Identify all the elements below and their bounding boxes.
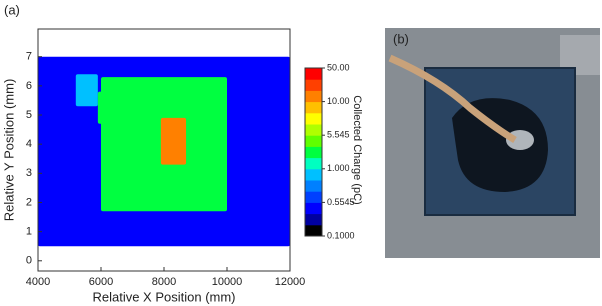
x-tick-label: 6000 xyxy=(89,276,113,288)
colorbar-band xyxy=(305,146,322,159)
colorbar-frame xyxy=(304,67,323,237)
colorbar-band xyxy=(305,224,322,237)
panel-label: (b) xyxy=(393,31,409,46)
y-axis-label: Relative Y Position (mm) xyxy=(1,79,16,222)
panel-label: (a) xyxy=(4,2,20,17)
y-tick-label: 4 xyxy=(26,138,32,150)
colorbar-tick-label: 50.00 xyxy=(327,62,350,72)
heatmap-region xyxy=(160,117,187,165)
colorbar-band xyxy=(305,124,322,136)
colorbar-tick-label: 10.00 xyxy=(327,96,350,106)
colorbar-band xyxy=(305,90,322,103)
x-tick-label: 8000 xyxy=(152,276,176,288)
colorbar-band xyxy=(305,168,322,181)
y-tick-label: 7 xyxy=(26,51,32,63)
photo-droplet xyxy=(452,98,548,192)
colorbar-band xyxy=(305,79,322,91)
colorbar-tick-label: 0.5545 xyxy=(327,197,355,207)
y-tick-label: 1 xyxy=(26,226,32,238)
photo-wire xyxy=(388,54,517,144)
plot-area: 4000 6000 8000 10000 12000 0 1 2 3 4 5 6 7 0.1000 0.55… xyxy=(26,28,355,288)
x-tick-label: 12000 xyxy=(275,276,306,288)
x-tick-label: 10000 xyxy=(212,276,243,288)
colorbar-band xyxy=(305,101,322,114)
x-tick-label: 4000 xyxy=(26,276,50,288)
colorbar-band xyxy=(305,112,322,125)
colorbar-band xyxy=(305,180,322,192)
y-tick-label: 3 xyxy=(26,167,32,179)
y-tick-label: 0 xyxy=(26,255,32,267)
colorbar-tick-label: 1.000 xyxy=(327,163,350,173)
colorbar-label: Collected Charge (pC) xyxy=(351,95,363,204)
colorbar-band xyxy=(305,202,322,215)
y-tick-label: 6 xyxy=(26,80,32,92)
y-tick-label: 2 xyxy=(26,196,32,208)
colorbar-band xyxy=(305,191,322,203)
colorbar-tick-label: 0.1000 xyxy=(327,230,355,240)
heatmap-region xyxy=(75,74,98,107)
y-tick-label: 5 xyxy=(26,109,32,121)
colorbar-tick-label: 5.545 xyxy=(327,130,350,140)
colorbar-band xyxy=(305,157,322,170)
colorbar-band xyxy=(305,213,322,226)
heatmap-region xyxy=(97,91,124,124)
colorbar-band xyxy=(305,68,322,80)
photo: (b) xyxy=(385,28,600,258)
x-axis-label: Relative X Position (mm) xyxy=(92,289,235,304)
colorbar-band xyxy=(305,135,322,147)
